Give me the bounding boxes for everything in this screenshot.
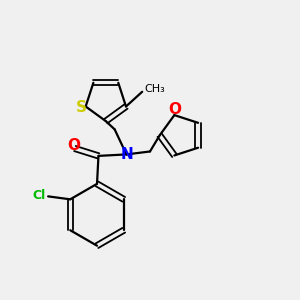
Text: O: O [168,102,181,117]
Text: S: S [76,100,87,115]
Text: O: O [67,138,80,153]
Text: N: N [120,147,133,162]
Text: CH₃: CH₃ [145,84,165,94]
Text: Cl: Cl [32,189,46,202]
